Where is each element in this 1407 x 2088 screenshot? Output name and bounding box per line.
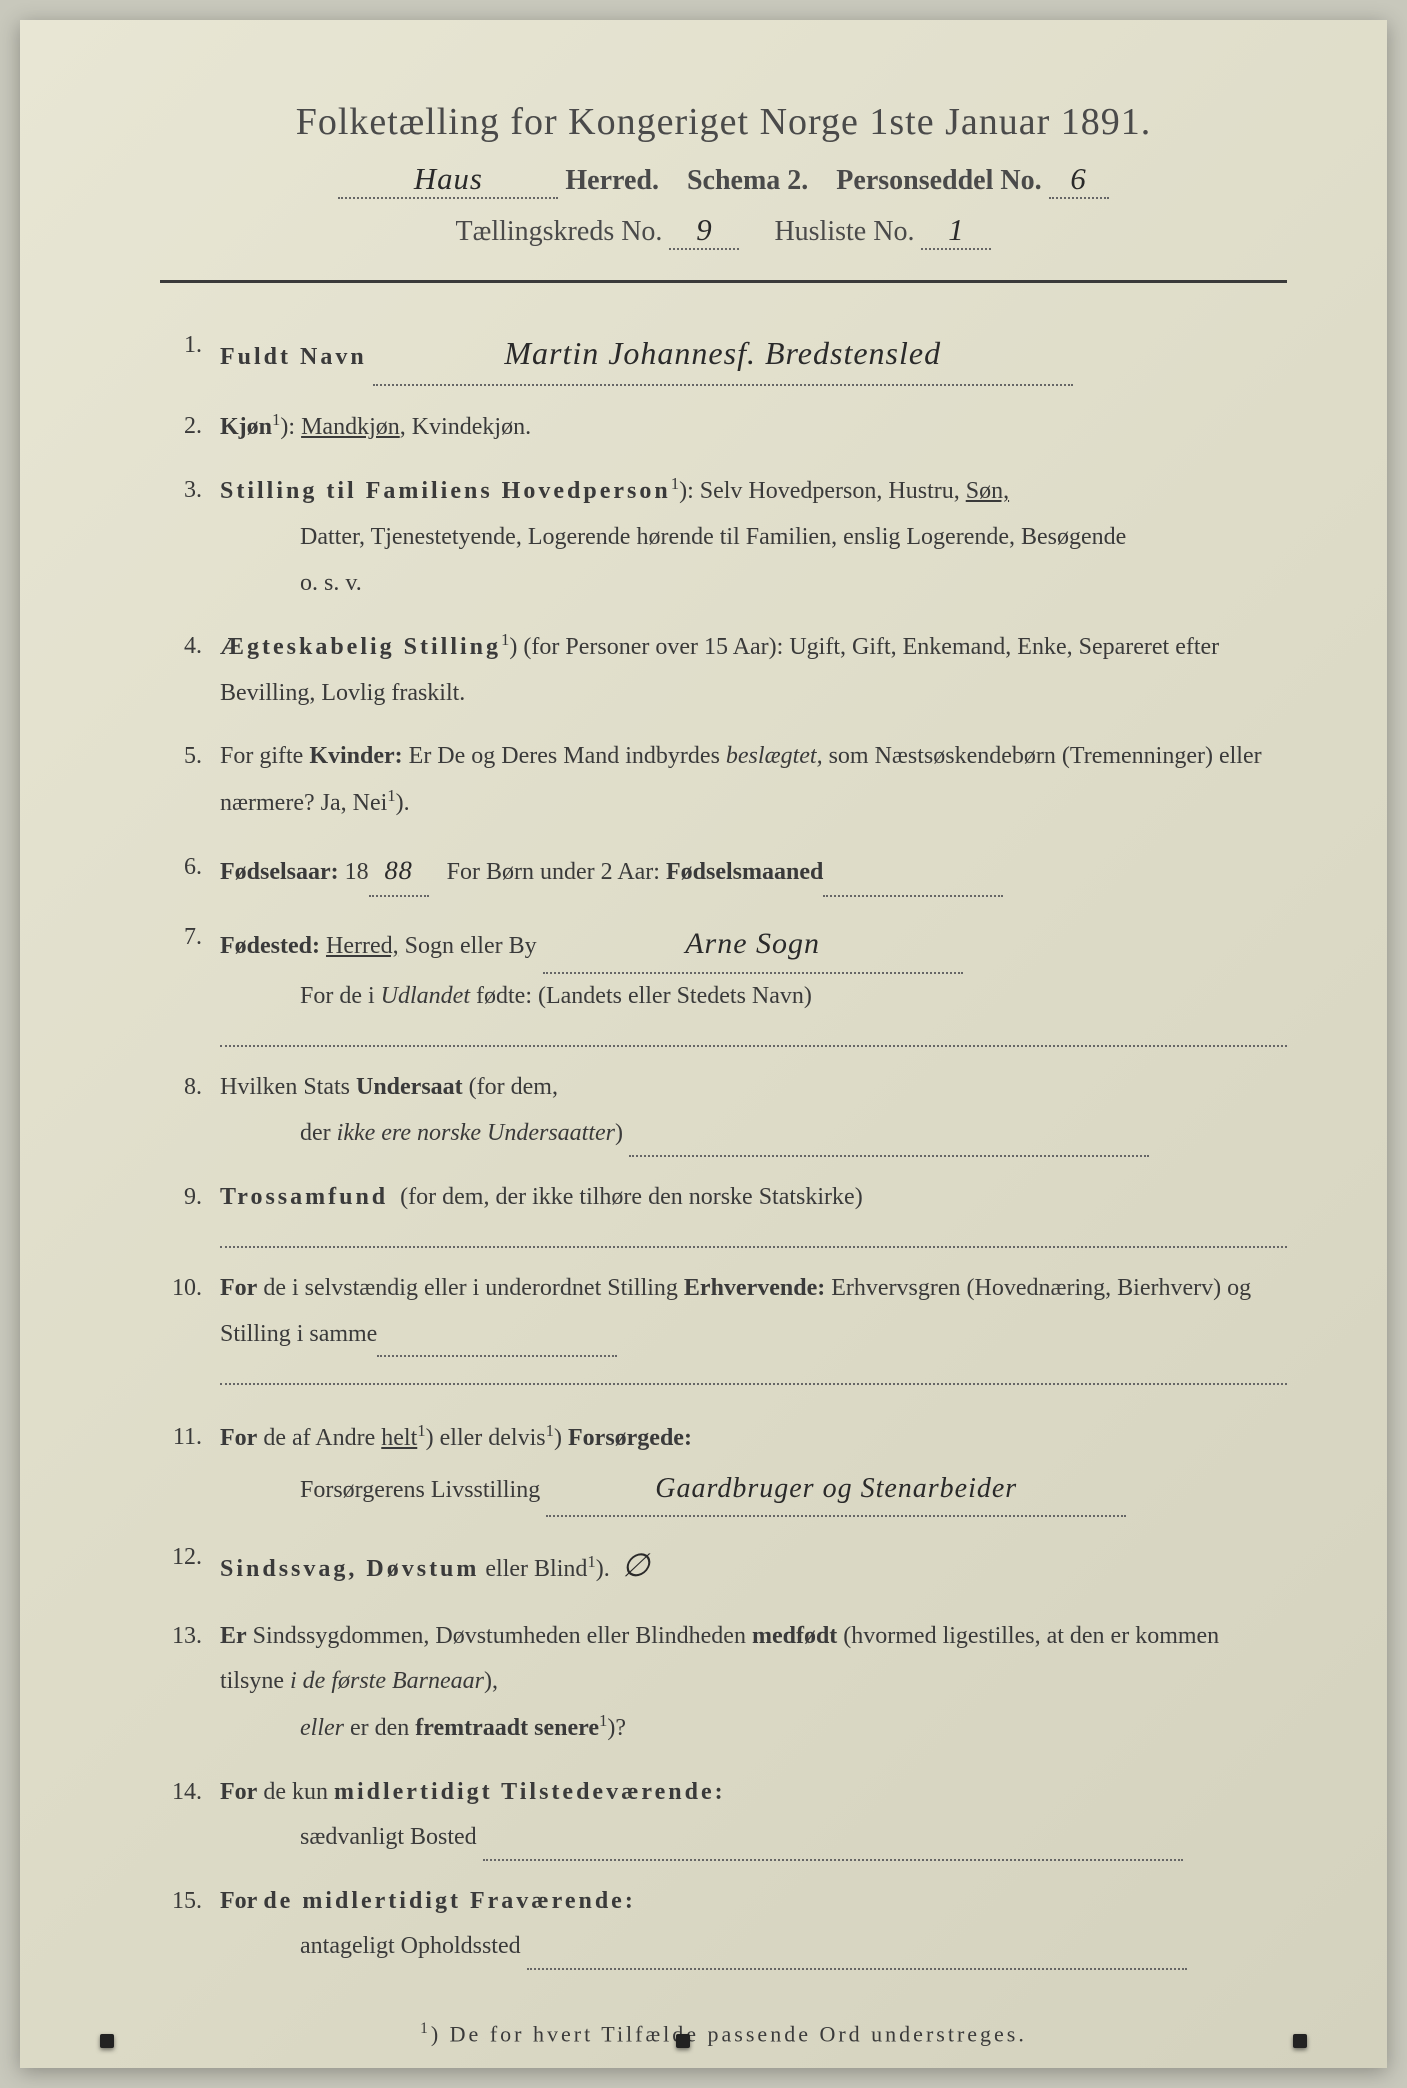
personseddel-label: Personseddel No. [836, 165, 1041, 196]
schema-label: Schema 2. [687, 165, 808, 196]
item-10: 10. For de i selvstændig eller i underor… [160, 1266, 1287, 1385]
tack-icon [1293, 2034, 1307, 2048]
q3-d: o. s. v. [220, 561, 1287, 607]
q7-herred: Herred, [326, 933, 399, 959]
num-12: 12. [160, 1535, 220, 1596]
divider [160, 280, 1287, 283]
item-9: 9. Trossamfund (for dem, der ikke tilhør… [160, 1175, 1287, 1249]
item-8: 8. Hvilken Stats Undersaat (for dem, der… [160, 1065, 1287, 1156]
tack-icon [100, 2034, 114, 2048]
q12-a: Sindssvag, Døvstum [220, 1556, 479, 1582]
item-5: 5. For gifte Kvinder: Er De og Deres Man… [160, 734, 1287, 826]
num-3: 3. [160, 468, 220, 606]
herred-field: Haus [338, 162, 558, 199]
item-13: 13. Er Sindssygdommen, Døvstumheden elle… [160, 1614, 1287, 1752]
item-14: 14. For de kun midlertidigt Tilstedevære… [160, 1770, 1287, 1861]
q1-value: Martin Johannesf. Bredstensled [373, 323, 1073, 386]
item-6: 6. Fødselsaar: 1888 For Børn under 2 Aar… [160, 845, 1287, 897]
q11-e: Forsørgede: [568, 1425, 692, 1451]
q5-d: beslægtet, [726, 743, 823, 769]
item-3: 3. Stilling til Familiens Hovedperson1):… [160, 468, 1287, 606]
num-14: 14. [160, 1770, 220, 1861]
q2-a: Kjøn [220, 414, 272, 440]
subtitle-line-1: Haus Herred. Schema 2. Personseddel No. … [160, 162, 1287, 199]
q13-i: fremtraadt senere [415, 1715, 599, 1741]
kreds-label: Tællingskreds No. [456, 216, 663, 247]
q10-c: Erhvervende: [684, 1275, 825, 1301]
q10-dotline [220, 1361, 1287, 1385]
q6-a: Fødselsaar: [220, 859, 339, 885]
q7-dotline [220, 1023, 1287, 1047]
tack-icon [676, 2034, 690, 2048]
item-1: 1. Fuldt Navn Martin Johannesf. Bredsten… [160, 323, 1287, 386]
num-2: 2. [160, 404, 220, 451]
form-header: Folketælling for Kongeriget Norge 1ste J… [160, 100, 1287, 250]
q7-value: Arne Sogn [543, 915, 963, 974]
item-4: 4. Ægteskabelig Stilling1) (for Personer… [160, 624, 1287, 716]
personseddel-no: 6 [1049, 162, 1109, 199]
num-1: 1. [160, 323, 220, 386]
q9-dotline [220, 1224, 1287, 1248]
item-2: 2. Kjøn1): Mandkjøn, Kvindekjøn. [160, 404, 1287, 451]
num-11: 11. [160, 1415, 220, 1517]
item-11: 11. For de af Andre helt1) eller delvis1… [160, 1415, 1287, 1517]
husliste-no: 1 [921, 213, 991, 250]
q4-a: Ægteskabelig Stilling [220, 634, 501, 660]
num-5: 5. [160, 734, 220, 826]
herred-label: Herred. [565, 165, 659, 196]
q2-mand: Mandkjøn [301, 414, 400, 440]
q6-d: Fødselsmaaned [666, 859, 823, 885]
census-form-page: Folketælling for Kongeriget Norge 1ste J… [20, 20, 1387, 2068]
q11-value: Gaardbruger og Stenarbeider [546, 1462, 1126, 1517]
num-7: 7. [160, 915, 220, 1048]
q15-b: de midlertidigt Fraværende: [263, 1888, 636, 1914]
num-6: 6. [160, 845, 220, 897]
footnote-text: ) De for hvert Tilfælde passende Ord und… [431, 2021, 1027, 2046]
q12-mark: ∅ [622, 1547, 651, 1583]
q7-a: Fødested: [220, 933, 320, 959]
num-15: 15. [160, 1879, 220, 1970]
q3-son: Søn, [966, 478, 1009, 504]
num-13: 13. [160, 1614, 220, 1752]
num-8: 8. [160, 1065, 220, 1156]
q3-a: Stilling til Familiens Hovedperson [220, 478, 671, 504]
q5-b: Kvinder: [309, 743, 402, 769]
q11-helt: helt [381, 1425, 417, 1451]
kreds-no: 9 [669, 213, 739, 250]
num-10: 10. [160, 1266, 220, 1385]
main-title: Folketælling for Kongeriget Norge 1ste J… [160, 100, 1287, 144]
q1-label: Fuldt Navn [220, 344, 367, 370]
form-body: 1. Fuldt Navn Martin Johannesf. Bredsten… [160, 323, 1287, 1970]
husliste-label: Husliste No. [774, 216, 914, 247]
q9-a: Trossamfund [220, 1184, 388, 1210]
num-9: 9. [160, 1175, 220, 1249]
q14-c: midlertidigt Tilstedeværende: [334, 1779, 726, 1805]
q6-year: 88 [369, 845, 429, 897]
num-4: 4. [160, 624, 220, 716]
item-15: 15. For de midlertidigt Fraværende: anta… [160, 1879, 1287, 1970]
q13-c: medfødt [752, 1623, 837, 1649]
footnote: 1) De for hvert Tilfælde passende Ord un… [160, 2020, 1287, 2047]
item-7: 7. Fødested: Herred, Sogn eller By Arne … [160, 915, 1287, 1048]
subtitle-line-2: Tællingskreds No. 9 Husliste No. 1 [160, 213, 1287, 250]
item-12: 12. Sindssvag, Døvstum eller Blind1). ∅ [160, 1535, 1287, 1596]
q3-c: Datter, Tjenestetyende, Logerende hørend… [220, 515, 1287, 561]
q8-b: Undersaat [356, 1074, 463, 1100]
